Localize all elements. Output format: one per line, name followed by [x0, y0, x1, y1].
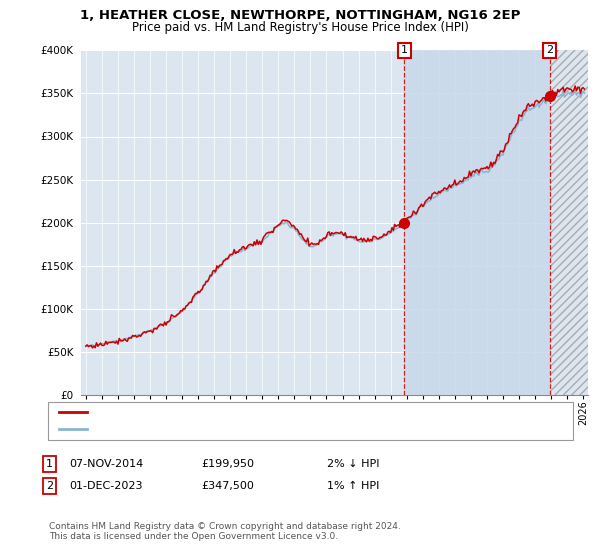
Text: 1: 1 — [46, 459, 53, 469]
Text: £199,950: £199,950 — [201, 459, 254, 469]
Bar — [404, 50, 550, 395]
Text: 1, HEATHER CLOSE, NEWTHORPE, NOTTINGHAM, NG16 2EP (detached house): 1, HEATHER CLOSE, NEWTHORPE, NOTTINGHAM,… — [91, 407, 494, 417]
Text: 07-NOV-2014: 07-NOV-2014 — [69, 459, 143, 469]
Text: 01-DEC-2023: 01-DEC-2023 — [69, 481, 143, 491]
Bar — [550, 50, 588, 395]
Text: 2: 2 — [46, 481, 53, 491]
Text: HPI: Average price, detached house, Broxtowe: HPI: Average price, detached house, Brox… — [91, 424, 333, 434]
Text: 1% ↑ HPI: 1% ↑ HPI — [327, 481, 379, 491]
Text: 2% ↓ HPI: 2% ↓ HPI — [327, 459, 380, 469]
Text: Contains HM Land Registry data © Crown copyright and database right 2024.
This d: Contains HM Land Registry data © Crown c… — [49, 522, 401, 542]
Text: Price paid vs. HM Land Registry's House Price Index (HPI): Price paid vs. HM Land Registry's House … — [131, 21, 469, 34]
Text: £347,500: £347,500 — [201, 481, 254, 491]
Text: 2: 2 — [546, 45, 553, 55]
Text: 1, HEATHER CLOSE, NEWTHORPE, NOTTINGHAM, NG16 2EP: 1, HEATHER CLOSE, NEWTHORPE, NOTTINGHAM,… — [80, 9, 520, 22]
Text: 1: 1 — [401, 45, 408, 55]
